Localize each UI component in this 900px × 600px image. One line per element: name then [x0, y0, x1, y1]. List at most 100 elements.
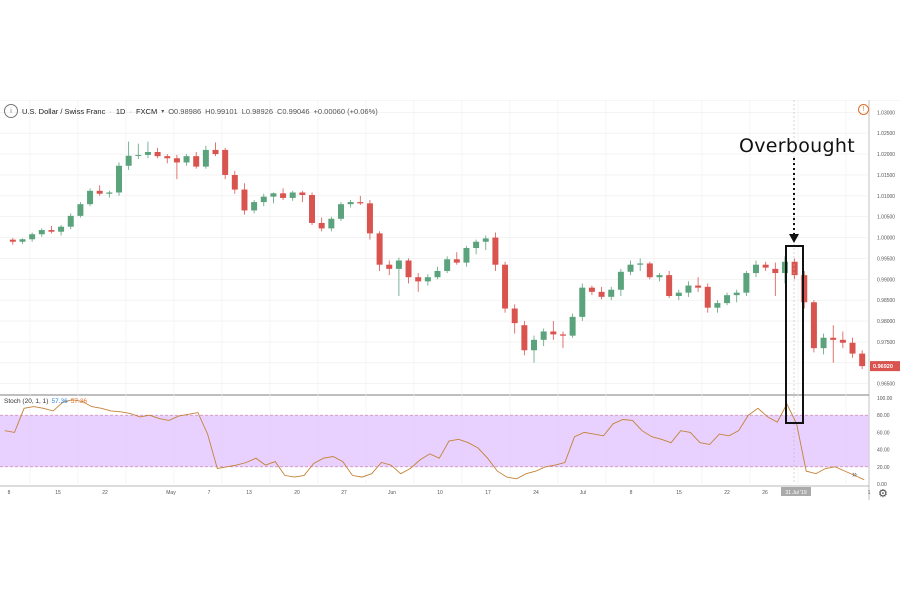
- candle-body: [482, 238, 489, 242]
- candle-body: [241, 189, 248, 211]
- candle-body: [357, 202, 364, 204]
- candle-body: [724, 295, 731, 304]
- candle-body: [762, 264, 769, 268]
- candle-body: [183, 156, 190, 163]
- time-tick-label: 17: [485, 490, 491, 496]
- candle-body: [569, 316, 576, 336]
- separator: ·: [129, 106, 132, 116]
- time-tick-label: Jul: [580, 490, 586, 496]
- candle-body: [463, 248, 470, 263]
- time-tick-label: 15: [55, 490, 61, 496]
- time-tick-label: 10: [437, 490, 443, 496]
- candle-body: [588, 287, 595, 292]
- time-tick-label: 26: [762, 490, 768, 496]
- stoch-tick-label: 80.00: [877, 413, 890, 419]
- candle-body: [531, 339, 538, 351]
- price-tick-label: 0.96500: [877, 382, 895, 388]
- candle-body: [492, 237, 499, 265]
- stoch-tick-label: 60.00: [877, 430, 890, 436]
- candle-body: [202, 149, 209, 167]
- price-chart[interactable]: 1.03000 1.02500 1.02000 1.01500 1.01000 1.005…: [0, 99, 900, 500]
- candle-body: [608, 289, 615, 297]
- candle-body: [617, 271, 624, 290]
- stoch-d-value: 57.36: [70, 398, 88, 405]
- candle-body: [675, 292, 682, 296]
- symbol-header: i U.S. Dollar / Swiss Franc · 1D · FXCM …: [4, 104, 378, 118]
- candle-body: [559, 334, 566, 336]
- candle-body: [38, 230, 45, 235]
- candle-body: [164, 156, 171, 159]
- candle-body: [135, 154, 142, 156]
- time-tick-label: 8: [630, 490, 633, 496]
- time-tick-label: 22: [724, 490, 730, 496]
- candle-body: [415, 277, 422, 282]
- candle-body: [260, 196, 267, 203]
- candle-body: [154, 152, 161, 157]
- candle-body: [222, 149, 229, 175]
- stoch-title[interactable]: Stoch (20, 1, 1): [4, 398, 49, 405]
- price-tick-label: 1.00500: [877, 215, 895, 221]
- candle-body: [839, 339, 846, 343]
- overbought-highlight-box: [785, 245, 804, 424]
- time-tick-label: 22: [102, 490, 108, 496]
- candle-body: [820, 337, 827, 349]
- candle-body: [666, 275, 673, 296]
- candle-body: [212, 149, 219, 155]
- price-tick-label: 1.01500: [877, 173, 895, 179]
- candle-body: [58, 226, 65, 232]
- candle-body: [270, 193, 277, 197]
- candle-body: [521, 325, 528, 351]
- alert-icon[interactable]: !: [858, 104, 869, 115]
- candle-body: [106, 192, 113, 194]
- candle-body: [781, 261, 788, 274]
- chart-area[interactable]: 1.03000 1.02500 1.02000 1.01500 1.01000 1.005…: [0, 99, 900, 500]
- candle-body: [405, 260, 412, 278]
- symbol-name[interactable]: U.S. Dollar / Swiss Franc: [22, 106, 106, 116]
- time-tick-label: Jun: [388, 490, 396, 496]
- candle-body: [540, 331, 547, 340]
- last-price-label: 0.96920: [873, 364, 893, 370]
- candle-body: [704, 286, 711, 308]
- time-tick-label: 8: [8, 490, 11, 496]
- price-tick-label: 0.98500: [877, 298, 895, 304]
- price-tick-label: 0.99500: [877, 256, 895, 262]
- time-tick-label: 13: [246, 490, 252, 496]
- high-value: H0.99101: [205, 106, 238, 116]
- separator: ·: [109, 106, 112, 116]
- exchange-label[interactable]: FXCM: [135, 106, 158, 116]
- candle-body: [125, 155, 132, 166]
- candle-body: [318, 222, 325, 229]
- candle-body: [444, 259, 451, 271]
- candle-body: [386, 264, 393, 269]
- candle-body: [695, 285, 702, 288]
- price-tick-label: 1.01000: [877, 194, 895, 200]
- candle-body: [753, 264, 759, 274]
- candle-body: [328, 218, 335, 229]
- candle-body: [656, 275, 663, 278]
- gear-icon[interactable]: ⚙: [878, 488, 888, 500]
- caret-down-icon[interactable]: ▾: [161, 108, 165, 115]
- candle-body: [627, 264, 634, 272]
- candle-body: [714, 303, 721, 308]
- time-tick-label: 7: [208, 490, 211, 496]
- candle-body: [48, 230, 55, 232]
- candle-body: [19, 239, 26, 242]
- stoch-legend: Stoch (20, 1, 1) 57.36 57.36: [4, 398, 87, 405]
- candle-body: [849, 342, 856, 354]
- price-tick-label: 1.00000: [877, 236, 895, 242]
- chevron-right-icon[interactable]: »: [852, 469, 858, 479]
- candle-body: [77, 204, 84, 216]
- candle-body: [251, 202, 258, 211]
- candle-body: [502, 264, 509, 309]
- candle-body: [424, 277, 431, 282]
- candle-body: [453, 259, 460, 263]
- stoch-tick-label: 0.00: [877, 482, 887, 488]
- candle-body: [173, 158, 180, 163]
- time-tick-label: 27: [341, 490, 347, 496]
- candle-body: [193, 156, 200, 167]
- change-value: +0.00060 (+0.06%): [313, 106, 378, 116]
- interval-label[interactable]: 1D: [115, 106, 126, 116]
- candle-body: [434, 270, 441, 278]
- candle-body: [598, 291, 605, 297]
- candle-body: [579, 287, 586, 317]
